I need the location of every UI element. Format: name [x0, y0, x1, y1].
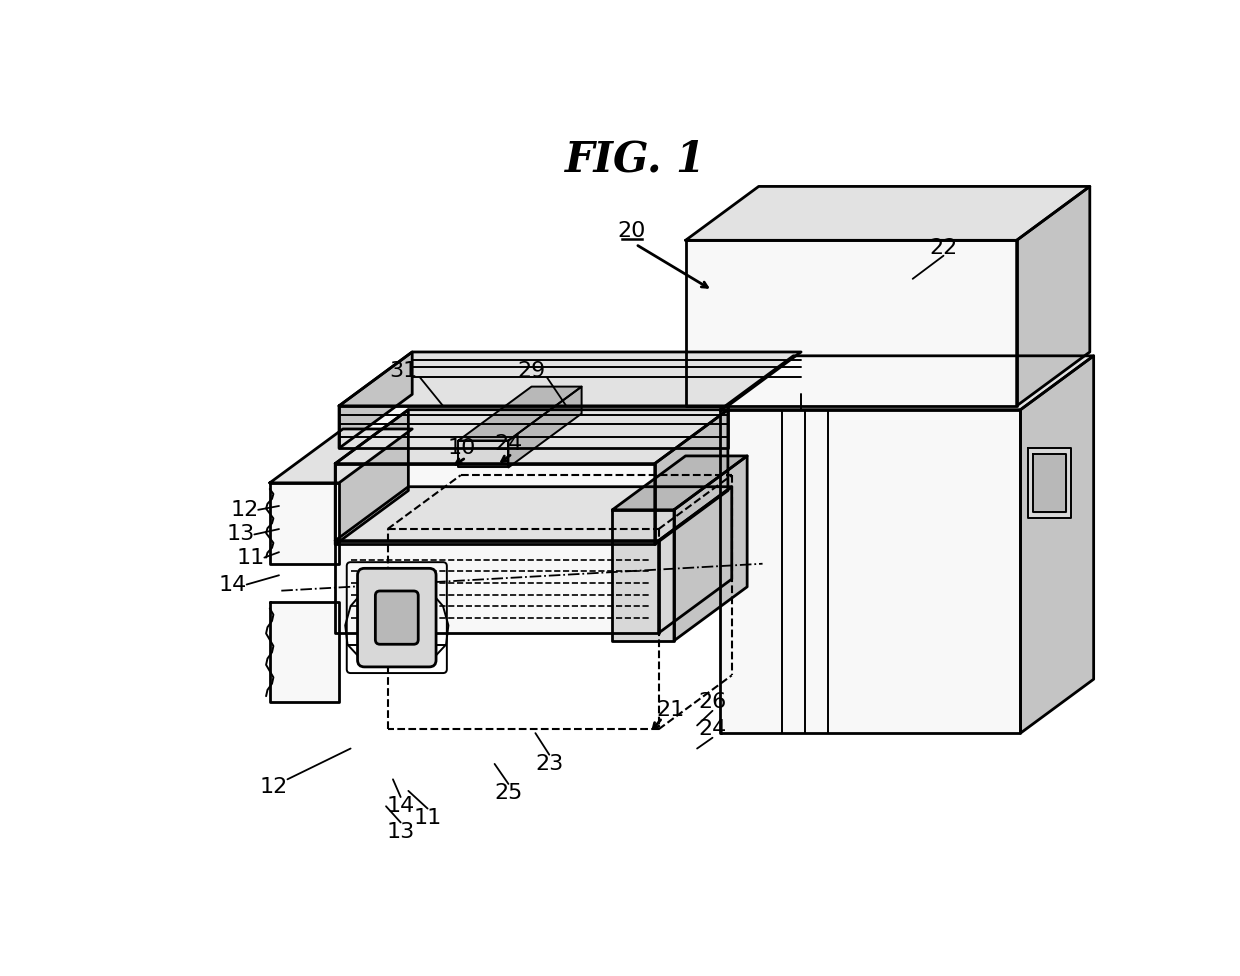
Polygon shape [655, 410, 728, 545]
Polygon shape [335, 410, 408, 545]
FancyBboxPatch shape [357, 568, 436, 667]
Text: 20: 20 [618, 222, 646, 241]
Polygon shape [613, 456, 748, 509]
Text: 13: 13 [387, 822, 414, 841]
Polygon shape [339, 352, 801, 406]
Polygon shape [335, 464, 655, 545]
Text: 29: 29 [517, 361, 546, 382]
Polygon shape [270, 483, 339, 564]
Polygon shape [720, 410, 1021, 733]
Text: 21: 21 [656, 700, 684, 720]
Polygon shape [658, 487, 732, 633]
Polygon shape [508, 386, 582, 468]
Polygon shape [335, 541, 658, 633]
Polygon shape [1021, 356, 1094, 733]
Polygon shape [459, 386, 582, 440]
Polygon shape [686, 186, 1090, 240]
Polygon shape [675, 456, 748, 640]
Polygon shape [335, 410, 728, 464]
Text: 25: 25 [495, 783, 522, 803]
Polygon shape [270, 602, 339, 703]
Polygon shape [459, 440, 508, 468]
Text: FIG. 1: FIG. 1 [565, 139, 706, 181]
Text: 24: 24 [698, 719, 727, 739]
Text: 12: 12 [231, 500, 258, 520]
Text: 14: 14 [387, 796, 414, 816]
Text: 11: 11 [237, 548, 264, 568]
Text: 24: 24 [495, 434, 522, 455]
Polygon shape [335, 487, 732, 541]
Polygon shape [720, 356, 1094, 410]
Polygon shape [1033, 454, 1066, 512]
Text: 31: 31 [389, 361, 417, 382]
Polygon shape [1028, 448, 1070, 517]
FancyBboxPatch shape [376, 591, 418, 644]
Text: 10: 10 [448, 438, 476, 458]
Text: 11: 11 [413, 808, 441, 828]
Text: 13: 13 [227, 524, 254, 545]
Text: 14: 14 [218, 575, 247, 594]
Text: 26: 26 [698, 692, 727, 712]
Polygon shape [270, 429, 412, 483]
Text: 12: 12 [259, 777, 288, 797]
Text: 23: 23 [536, 753, 563, 774]
Text: 22: 22 [929, 238, 957, 258]
Polygon shape [339, 406, 728, 448]
Polygon shape [686, 240, 1017, 406]
Polygon shape [339, 352, 412, 448]
Polygon shape [1017, 186, 1090, 406]
Polygon shape [613, 509, 675, 640]
